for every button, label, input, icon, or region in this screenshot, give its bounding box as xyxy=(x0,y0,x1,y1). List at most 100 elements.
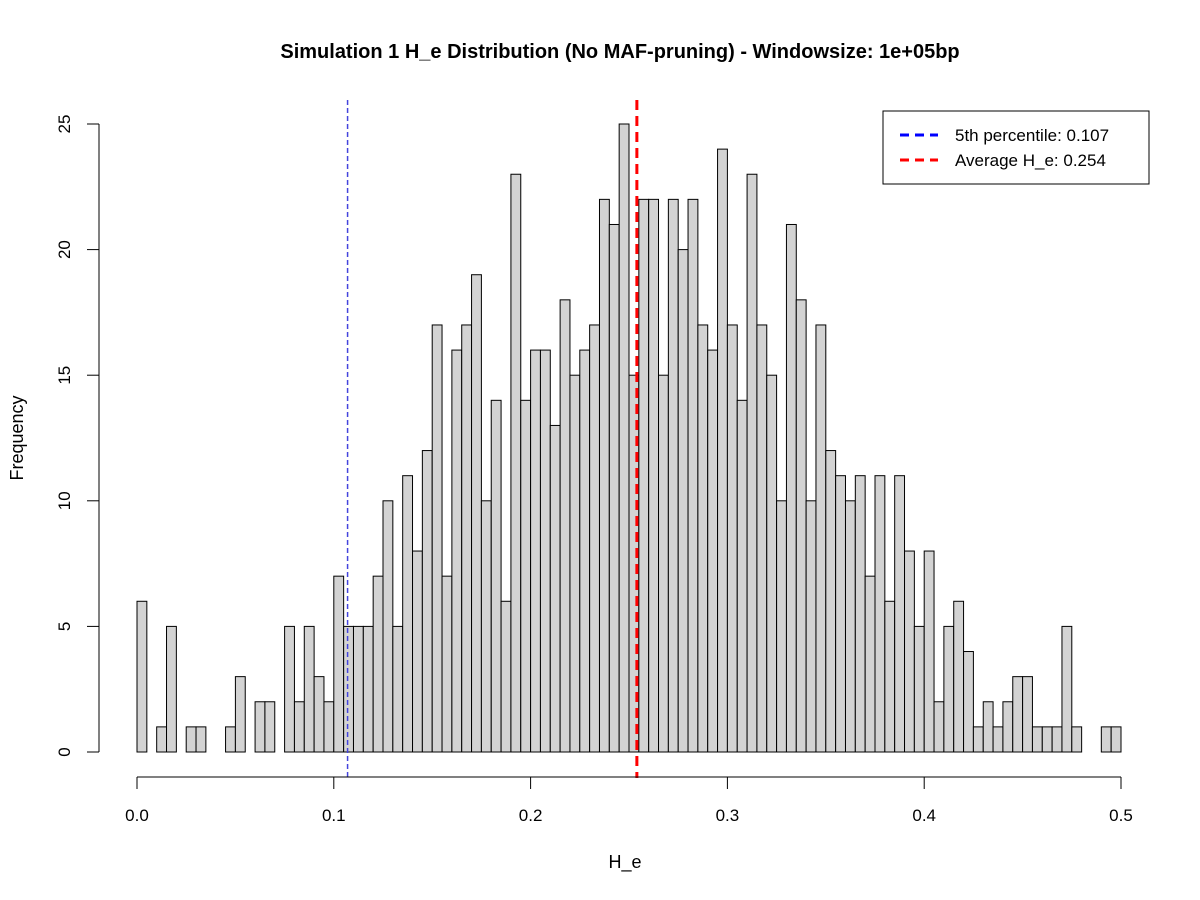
histogram-bar xyxy=(254,701,266,753)
histogram-bar xyxy=(362,625,374,753)
histogram-bar xyxy=(510,173,522,753)
histogram-bar xyxy=(441,575,453,753)
histogram-bar xyxy=(264,701,276,753)
histogram-bar xyxy=(372,575,384,753)
histogram-bar xyxy=(894,475,906,753)
histogram-bar xyxy=(972,726,984,753)
histogram-bar xyxy=(963,651,974,753)
histogram-bar xyxy=(785,223,797,753)
histogram-bar xyxy=(598,198,610,753)
histogram-bar xyxy=(549,424,561,753)
y-tick-label: 0 xyxy=(55,747,74,756)
y-axis: 0 5 10 15 20 25 xyxy=(55,115,100,757)
histogram-bar xyxy=(667,198,679,753)
y-axis-label: Frequency xyxy=(7,395,27,480)
histogram-bar xyxy=(904,550,915,753)
histogram-bar xyxy=(1022,676,1033,753)
histogram-bar xyxy=(815,324,827,753)
histogram-bar xyxy=(402,475,414,753)
histogram-bar xyxy=(569,374,581,753)
histogram-bar xyxy=(1031,726,1043,753)
histogram-bar xyxy=(1071,726,1083,753)
histogram-bar xyxy=(1100,726,1112,753)
histogram-bar xyxy=(697,324,709,753)
histogram-bar xyxy=(471,274,482,753)
histogram-bar xyxy=(766,374,778,753)
histogram-bar xyxy=(707,349,719,753)
histogram-bar xyxy=(1061,625,1073,753)
histogram-bar xyxy=(195,726,207,753)
histogram-bar xyxy=(323,701,335,753)
y-tick-label: 15 xyxy=(55,366,74,385)
histogram-bar xyxy=(874,475,886,753)
histogram-bar xyxy=(589,324,600,753)
histogram-bar xyxy=(234,676,246,753)
histogram-bar xyxy=(500,600,512,753)
x-tick-label: 0.2 xyxy=(519,806,543,825)
histogram-bar xyxy=(658,374,669,753)
histogram-bar xyxy=(736,399,748,753)
histogram-bar xyxy=(520,399,532,753)
histogram-bar xyxy=(618,123,630,753)
histogram-bar xyxy=(480,500,492,753)
y-tick-label: 10 xyxy=(55,491,74,510)
histogram-bar xyxy=(884,600,896,753)
histogram-bar xyxy=(913,625,925,753)
histogram-bar xyxy=(933,701,945,753)
legend-label-5th-percentile: 5th percentile: 0.107 xyxy=(955,126,1109,145)
x-axis: 0.0 0.1 0.2 0.3 0.4 0.5 xyxy=(125,776,1133,825)
histogram-bar xyxy=(677,249,689,753)
x-tick-label: 0.4 xyxy=(912,806,936,825)
histogram-bar xyxy=(687,198,699,753)
histogram-bar xyxy=(982,701,994,753)
histogram-bar xyxy=(795,299,807,753)
histogram-bar xyxy=(166,625,177,753)
histogram-bar xyxy=(412,550,423,753)
histogram-bar xyxy=(539,349,551,753)
histogram-bar xyxy=(854,475,866,753)
histogram-bar xyxy=(1012,676,1024,753)
histogram-bar xyxy=(835,475,846,753)
histogram-bar xyxy=(726,324,738,753)
y-tick-label: 25 xyxy=(55,115,74,134)
histogram-bar xyxy=(136,600,148,753)
histogram-bar xyxy=(293,701,305,753)
x-axis-label: H_e xyxy=(608,852,641,873)
histogram-bar xyxy=(421,450,433,753)
histogram-bar xyxy=(579,349,591,753)
histogram-bar xyxy=(648,198,660,753)
chart-title: Simulation 1 H_e Distribution (No MAF-pr… xyxy=(280,41,959,63)
histogram-bar xyxy=(343,625,354,753)
reference-lines xyxy=(346,100,639,778)
x-tick-label: 0.5 xyxy=(1109,806,1133,825)
histogram-bar xyxy=(431,324,443,753)
histogram-bar xyxy=(461,324,473,753)
histogram-bar xyxy=(608,223,620,753)
x-tick-label: 0.0 xyxy=(125,806,149,825)
histogram-bar xyxy=(382,500,394,753)
histogram-bar xyxy=(864,575,876,753)
histogram-bar xyxy=(559,299,571,753)
legend-label-average: Average H_e: 0.254 xyxy=(955,151,1106,170)
x-tick-label: 0.1 xyxy=(322,806,346,825)
histogram-bar xyxy=(352,625,364,753)
histogram-bar xyxy=(185,726,197,753)
y-tick-label: 20 xyxy=(55,240,74,259)
histogram-bar xyxy=(451,349,463,753)
histogram-bar xyxy=(825,450,837,753)
histogram-bar xyxy=(303,625,315,753)
histogram-bar xyxy=(805,500,817,753)
histogram-bar xyxy=(746,173,758,753)
histogram-bar xyxy=(333,575,345,753)
legend: 5th percentile: 0.107 Average H_e: 0.254 xyxy=(882,110,1150,185)
histogram-bar xyxy=(530,349,541,753)
histogram-bar xyxy=(992,726,1004,753)
histogram-bar xyxy=(1041,726,1053,753)
y-tick-label: 5 xyxy=(55,622,74,631)
histogram-bar xyxy=(225,726,236,753)
x-tick-label: 0.3 xyxy=(716,806,740,825)
histogram-bar xyxy=(313,676,325,753)
histogram-bar xyxy=(638,198,650,753)
histogram-bar xyxy=(1110,726,1122,753)
